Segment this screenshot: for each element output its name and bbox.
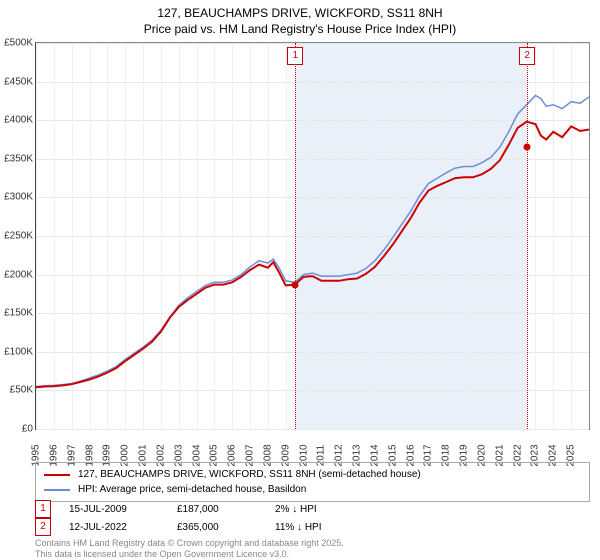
y-axis-tick-label: £0 bbox=[1, 424, 33, 435]
y-axis-tick-label: £300K bbox=[1, 192, 33, 203]
y-axis-tick-label: £150K bbox=[1, 308, 33, 319]
legend-label: 127, BEAUCHAMPS DRIVE, WICKFORD, SS11 8N… bbox=[78, 467, 421, 482]
legend-item: HPI: Average price, semi-detached house,… bbox=[44, 482, 581, 497]
line-series-svg bbox=[36, 43, 589, 429]
series-line-hpi bbox=[36, 96, 589, 387]
marker-vertical-line bbox=[295, 43, 296, 429]
y-axis-tick-label: £400K bbox=[1, 115, 33, 126]
series-line-price_paid bbox=[36, 122, 589, 388]
legend: 127, BEAUCHAMPS DRIVE, WICKFORD, SS11 8N… bbox=[35, 462, 590, 502]
marker-label-box: 2 bbox=[519, 47, 535, 65]
marker-data-row: 1 15-JUL-2009 £187,000 2% ↓ HPI bbox=[35, 500, 375, 518]
plot-area: £0£50K£100K£150K£200K£250K£300K£350K£400… bbox=[35, 42, 590, 430]
legend-swatch bbox=[44, 489, 70, 491]
marker-point-dot bbox=[292, 281, 299, 288]
marker-price: £187,000 bbox=[177, 504, 257, 515]
marker-point-dot bbox=[524, 144, 531, 151]
legend-label: HPI: Average price, semi-detached house,… bbox=[78, 482, 306, 497]
y-axis-tick-label: £500K bbox=[1, 38, 33, 49]
footer-attribution: Contains HM Land Registry data © Crown c… bbox=[35, 538, 344, 560]
y-axis-tick-label: £250K bbox=[1, 231, 33, 242]
marker-date: 15-JUL-2009 bbox=[69, 504, 159, 515]
legend-swatch bbox=[44, 474, 70, 476]
title-line-1: 127, BEAUCHAMPS DRIVE, WICKFORD, SS11 8N… bbox=[157, 6, 442, 20]
y-axis-tick-label: £50K bbox=[1, 385, 33, 396]
marker-badge: 2 bbox=[35, 518, 51, 536]
marker-price: £365,000 bbox=[177, 522, 257, 533]
y-axis-tick-label: £200K bbox=[1, 269, 33, 280]
marker-data-row: 2 12-JUL-2022 £365,000 11% ↓ HPI bbox=[35, 518, 375, 536]
marker-vertical-line bbox=[527, 43, 528, 429]
marker-label-box: 1 bbox=[287, 47, 303, 65]
footer-line-2: This data is licensed under the Open Gov… bbox=[35, 549, 289, 559]
y-axis-tick-label: £350K bbox=[1, 153, 33, 164]
marker-hpi-delta: 11% ↓ HPI bbox=[275, 522, 375, 533]
chart-container: 127, BEAUCHAMPS DRIVE, WICKFORD, SS11 8N… bbox=[0, 0, 600, 560]
legend-item: 127, BEAUCHAMPS DRIVE, WICKFORD, SS11 8N… bbox=[44, 467, 581, 482]
marker-date: 12-JUL-2022 bbox=[69, 522, 159, 533]
y-axis-tick-label: £450K bbox=[1, 76, 33, 87]
marker-hpi-delta: 2% ↓ HPI bbox=[275, 504, 375, 515]
y-axis-tick-label: £100K bbox=[1, 346, 33, 357]
title-line-2: Price paid vs. HM Land Registry's House … bbox=[144, 22, 456, 36]
footer-line-1: Contains HM Land Registry data © Crown c… bbox=[35, 538, 344, 548]
marker-badge: 1 bbox=[35, 500, 51, 518]
gridline-horizontal bbox=[36, 429, 589, 430]
chart-title: 127, BEAUCHAMPS DRIVE, WICKFORD, SS11 8N… bbox=[0, 0, 600, 37]
marker-data-table: 1 15-JUL-2009 £187,000 2% ↓ HPI 2 12-JUL-2022… bbox=[35, 500, 375, 536]
